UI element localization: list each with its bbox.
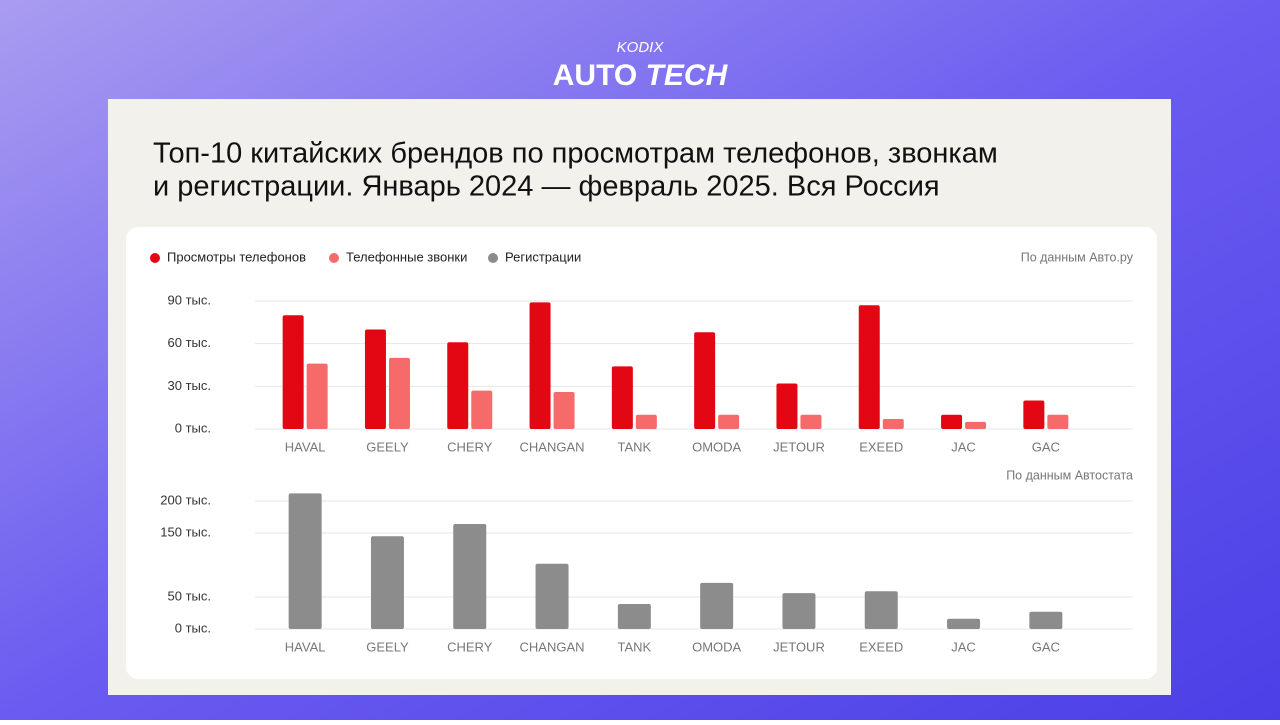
title-line: и регистрации. Январь 2024 — февраль 202… <box>153 171 940 203</box>
legend-swatch <box>488 253 498 263</box>
x-tick-label: TANK <box>617 639 651 654</box>
logo: AUTO TECH <box>553 59 729 92</box>
bar <box>800 414 822 429</box>
legend-swatch <box>329 253 339 263</box>
brand: KODIX <box>617 39 665 56</box>
x-tick-label: OMODA <box>692 639 741 654</box>
bar <box>364 329 386 429</box>
x-tick-label: JAC <box>951 639 976 654</box>
bar <box>776 383 798 429</box>
x-tick-label: HAVAL <box>285 639 326 654</box>
x-tick-label: JAC <box>951 439 976 454</box>
bar <box>1029 611 1063 629</box>
bar <box>947 618 981 629</box>
y-tick-label: 200 тыс. <box>160 492 211 507</box>
y-tick-label: 0 тыс. <box>175 620 211 635</box>
y-tick-label: 0 тыс. <box>175 420 211 435</box>
x-tick-label: GEELY <box>366 639 409 654</box>
bar <box>388 357 410 429</box>
x-tick-label: JETOUR <box>773 439 825 454</box>
bar <box>306 363 328 429</box>
source-note: По данным Авто.ру <box>1021 250 1134 264</box>
bar <box>617 604 651 629</box>
x-tick-label: JETOUR <box>773 639 825 654</box>
x-tick-label: CHERY <box>447 439 493 454</box>
legend-label: Просмотры телефонов <box>167 249 306 264</box>
y-tick-label: 90 тыс. <box>168 292 211 307</box>
bar <box>471 390 493 429</box>
bar <box>882 419 904 429</box>
logo-a: AUTO <box>553 59 637 92</box>
bar <box>941 414 963 429</box>
x-tick-label: CHANGAN <box>520 639 585 654</box>
bar <box>611 366 633 429</box>
bar <box>858 305 880 429</box>
bar <box>694 332 716 429</box>
legend-label: Регистрации <box>505 249 581 264</box>
x-tick-label: HAVAL <box>285 439 326 454</box>
y-tick-label: 30 тыс. <box>168 378 211 393</box>
y-tick-label: 60 тыс. <box>168 335 211 350</box>
x-tick-label: CHERY <box>447 639 493 654</box>
bar <box>864 591 898 629</box>
bar <box>1023 400 1045 429</box>
x-tick-label: EXEED <box>859 439 903 454</box>
bar <box>447 342 469 429</box>
bar <box>965 421 987 429</box>
x-tick-label: OMODA <box>692 439 741 454</box>
y-tick-label: 50 тыс. <box>168 588 211 603</box>
bar <box>535 563 569 629</box>
title-line: Топ-10 китайских брендов по просмотрам т… <box>153 138 998 170</box>
logo-b: TECH <box>646 59 729 92</box>
bar <box>288 493 322 629</box>
bar <box>1047 414 1069 429</box>
bar <box>370 536 404 629</box>
bar <box>635 414 657 429</box>
bar <box>553 392 575 429</box>
legend-label: Телефонные звонки <box>346 249 467 264</box>
bar <box>782 593 816 629</box>
y-tick-label: 150 тыс. <box>160 524 211 539</box>
bar <box>282 315 304 429</box>
x-tick-label: GAC <box>1032 639 1060 654</box>
bar <box>453 524 487 629</box>
bar <box>700 582 734 629</box>
x-tick-label: GAC <box>1032 439 1060 454</box>
plots: Просмотры телефонов Телефонные звонки Реги… <box>150 249 1134 654</box>
x-tick-label: TANK <box>617 439 651 454</box>
x-tick-label: GEELY <box>366 439 409 454</box>
x-tick-label: CHANGAN <box>520 439 585 454</box>
bar <box>718 414 740 429</box>
x-tick-label: EXEED <box>859 639 903 654</box>
legend-swatch <box>150 253 160 263</box>
source-note: По данным Автостата <box>1006 468 1133 482</box>
bar <box>529 302 551 429</box>
